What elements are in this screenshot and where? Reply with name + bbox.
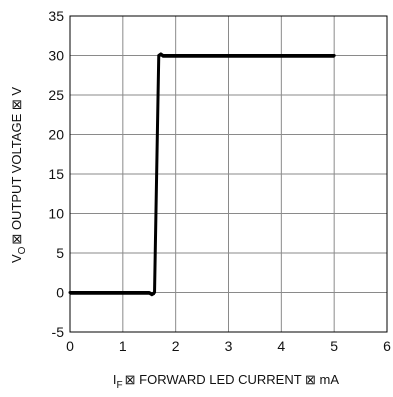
grid-lines [70,16,387,332]
y-tick-label: 30 [48,48,64,64]
y-tick-label: 10 [48,206,64,222]
y-tick-label: 0 [56,285,64,301]
plot-area-frame [69,15,388,333]
y-axis-subscript: O [17,246,28,254]
data-series [68,52,336,297]
x-tick-label: 4 [277,338,285,354]
x-tick-label: 2 [172,338,180,354]
y-tick-label: 25 [48,87,64,103]
y-tick-label: 15 [48,166,64,182]
x-axis-title: IF ⊠ FORWARD LED CURRENT ⊠ mA [113,372,339,391]
x-axis-subscript: F [117,380,123,391]
y-axis-symbol: V [9,254,24,263]
x-axis-symbol: I [113,372,117,387]
y-tick-label: 20 [48,127,64,143]
y-tick-label: 35 [48,8,64,24]
x-tick-label: 0 [66,338,74,354]
x-axis-label-text: ⊠ FORWARD LED CURRENT ⊠ mA [125,372,340,387]
x-tick-label: 5 [330,338,338,354]
y-axis-title: VO⊠ OUTPUT VOLTAGE ⊠ V [9,87,28,263]
x-tick-label: 3 [225,338,233,354]
y-axis-label-text: ⊠ OUTPUT VOLTAGE ⊠ V [9,87,24,245]
series-line [68,52,336,296]
y-tick-label: 5 [56,245,64,261]
x-tick-label: 1 [119,338,127,354]
y-tick-label: -5 [52,324,65,340]
x-tick-label: 6 [383,338,391,354]
